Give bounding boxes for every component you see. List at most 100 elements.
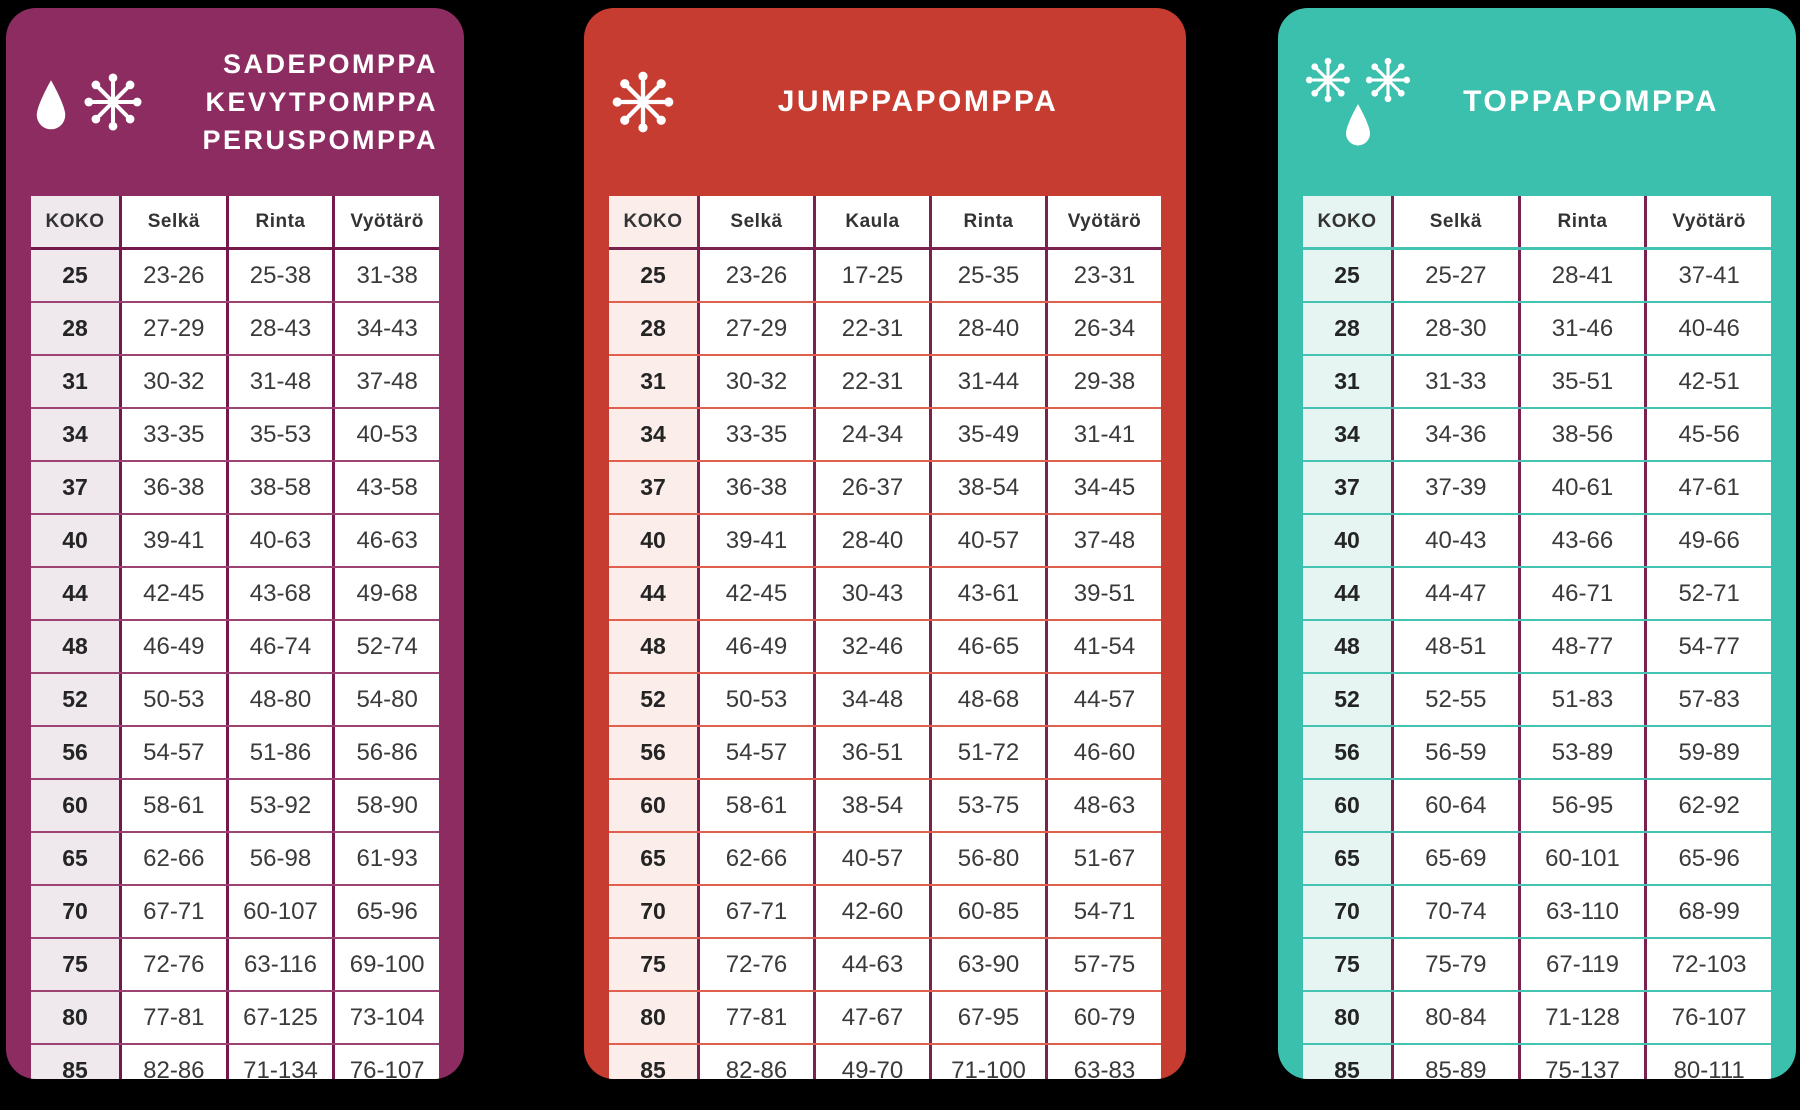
measure-cell: 67-71 [697, 886, 813, 937]
measure-cell: 51-72 [929, 727, 1045, 778]
measure-cell: 67-71 [119, 886, 226, 937]
table-header-row: KOKO Selkä Rinta Vyötärö [31, 196, 439, 247]
table-row: 56 54-57 51-86 56-86 [31, 725, 439, 778]
measure-cell: 39-41 [697, 515, 813, 566]
measure-cell: 82-86 [697, 1045, 813, 1079]
measure-cell: 80-84 [1391, 992, 1518, 1043]
measure-cell: 31-44 [929, 356, 1045, 407]
size-cell: 85 [1303, 1045, 1391, 1079]
measure-cell: 54-71 [1045, 886, 1161, 937]
measure-cell: 56-59 [1391, 727, 1518, 778]
size-cell: 31 [31, 356, 119, 407]
measure-cell: 25-27 [1391, 250, 1518, 301]
table-row: 44 42-45 43-68 49-68 [31, 566, 439, 619]
size-cell: 28 [31, 303, 119, 354]
measure-cell: 40-53 [332, 409, 439, 460]
table-row: 85 82-86 49-70 71-100 63-83 [609, 1043, 1161, 1079]
measure-cell: 41-54 [1045, 621, 1161, 672]
measure-cell: 27-29 [697, 303, 813, 354]
measure-cell: 43-58 [332, 462, 439, 513]
measure-cell: 49-66 [1644, 515, 1771, 566]
measure-cell: 40-46 [1644, 303, 1771, 354]
size-cell: 40 [609, 515, 697, 566]
panel-toppapomppa: TOPPAPOMPPA KOKO Selkä Rinta Vyötärö 25 25-27… [1278, 8, 1796, 1079]
table-row: 34 33-35 24-34 35-49 31-41 [609, 407, 1161, 460]
snowflake-icon [610, 69, 676, 135]
measure-cell: 31-38 [332, 250, 439, 301]
column-header: Selkä [697, 196, 813, 247]
measure-cell: 48-63 [1045, 780, 1161, 831]
table-row: 80 80-84 71-128 76-107 [1303, 990, 1771, 1043]
measure-cell: 30-32 [119, 356, 226, 407]
measure-cell: 70-74 [1391, 886, 1518, 937]
measure-cell: 44-63 [813, 939, 929, 990]
measure-cell: 37-48 [1045, 515, 1161, 566]
table-row: 25 25-27 28-41 37-41 [1303, 247, 1771, 301]
measure-cell: 28-40 [929, 303, 1045, 354]
panel-header: JUMPPAPOMPPA [584, 8, 1186, 196]
measure-cell: 34-48 [813, 674, 929, 725]
size-cell: 25 [609, 250, 697, 301]
measure-cell: 51-86 [225, 727, 333, 778]
measure-cell: 53-75 [929, 780, 1045, 831]
size-cell: 31 [1303, 356, 1391, 407]
size-cell: 37 [609, 462, 697, 513]
measure-cell: 35-51 [1517, 356, 1645, 407]
size-cell: 34 [609, 409, 697, 460]
size-cell: 80 [609, 992, 697, 1043]
measure-cell: 25-35 [929, 250, 1045, 301]
measure-cell: 25-38 [225, 250, 333, 301]
table-row: 25 23-26 17-25 25-35 23-31 [609, 247, 1161, 301]
measure-cell: 36-38 [697, 462, 813, 513]
measure-cell: 52-74 [332, 621, 439, 672]
measure-cell: 42-60 [813, 886, 929, 937]
size-cell: 48 [31, 621, 119, 672]
measure-cell: 24-34 [813, 409, 929, 460]
measure-cell: 27-29 [119, 303, 226, 354]
measure-cell: 39-51 [1045, 568, 1161, 619]
size-cell: 60 [31, 780, 119, 831]
size-cell: 56 [609, 727, 697, 778]
measure-cell: 61-93 [332, 833, 439, 884]
measure-cell: 35-49 [929, 409, 1045, 460]
table-row: 52 50-53 48-80 54-80 [31, 672, 439, 725]
size-cell: 40 [31, 515, 119, 566]
measure-cell: 54-57 [119, 727, 226, 778]
size-cell: 25 [31, 250, 119, 301]
measure-cell: 38-54 [813, 780, 929, 831]
measure-cell: 43-61 [929, 568, 1045, 619]
measure-cell: 53-92 [225, 780, 333, 831]
snowflake-icon [1364, 56, 1412, 104]
size-cell: 52 [1303, 674, 1391, 725]
title-line: TOPPAPOMPPA [1463, 85, 1719, 118]
table-row: 65 62-66 56-98 61-93 [31, 831, 439, 884]
measure-cell: 38-58 [225, 462, 333, 513]
column-header: Rinta [1517, 196, 1645, 247]
measure-cell: 23-26 [119, 250, 226, 301]
measure-cell: 57-83 [1644, 674, 1771, 725]
size-cell: 44 [31, 568, 119, 619]
measure-cell: 72-76 [697, 939, 813, 990]
table-row: 85 85-89 75-137 80-111 [1303, 1043, 1771, 1079]
measure-cell: 46-74 [225, 621, 333, 672]
table-row: 25 23-26 25-38 31-38 [31, 247, 439, 301]
column-header: Rinta [225, 196, 333, 247]
measure-cell: 58-61 [697, 780, 813, 831]
panel-title: JUMPPAPOMPPA [676, 85, 1160, 119]
size-cell: 65 [609, 833, 697, 884]
size-cell: 28 [1303, 303, 1391, 354]
measure-cell: 31-41 [1045, 409, 1161, 460]
measure-cell: 37-48 [332, 356, 439, 407]
table-row: 34 33-35 35-53 40-53 [31, 407, 439, 460]
table-row: 44 42-45 30-43 43-61 39-51 [609, 566, 1161, 619]
table-row: 52 50-53 34-48 48-68 44-57 [609, 672, 1161, 725]
measure-cell: 50-53 [697, 674, 813, 725]
measure-cell: 28-43 [225, 303, 333, 354]
measure-cell: 52-55 [1391, 674, 1518, 725]
column-header: KOKO [1303, 196, 1391, 247]
measure-cell: 37-39 [1391, 462, 1518, 513]
measure-cell: 73-104 [332, 992, 439, 1043]
measure-cell: 62-66 [697, 833, 813, 884]
measure-cell: 17-25 [813, 250, 929, 301]
measure-cell: 77-81 [119, 992, 226, 1043]
